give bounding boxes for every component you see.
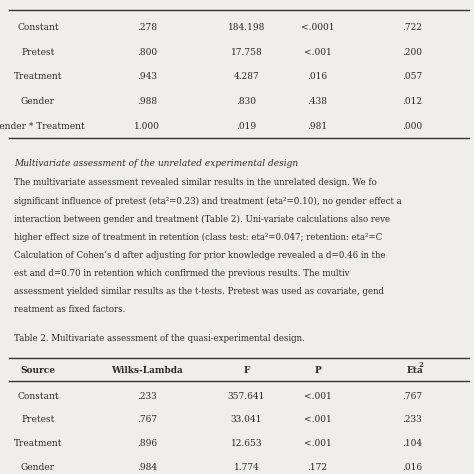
Text: Multivariate assessment of the unrelated experimental design: Multivariate assessment of the unrelated… [14,159,298,167]
Text: <.001: <.001 [304,439,331,448]
Text: Source: Source [20,366,55,374]
Text: .981: .981 [308,122,328,130]
Text: 1.774: 1.774 [234,463,259,472]
Text: .200: .200 [402,48,422,56]
Text: Constant: Constant [17,23,59,32]
Text: .943: .943 [137,73,157,81]
Text: .057: .057 [402,73,422,81]
Text: Gender: Gender [21,97,55,106]
Text: 33.041: 33.041 [231,416,262,424]
Text: Constant: Constant [17,392,59,401]
Text: reatment as fixed factors.: reatment as fixed factors. [14,305,126,313]
Text: Treatment: Treatment [14,439,62,448]
Text: .233: .233 [137,392,157,401]
Text: <.001: <.001 [304,416,331,424]
Text: <.001: <.001 [304,392,331,401]
Text: <.001: <.001 [304,48,331,56]
Text: .722: .722 [402,23,422,32]
Text: Calculation of Cohen’s d after adjusting for prior knowledge revealed a d=0.46 i: Calculation of Cohen’s d after adjusting… [14,251,386,259]
Text: 184.198: 184.198 [228,23,265,32]
Text: .438: .438 [308,97,328,106]
Text: Treatment: Treatment [14,73,62,81]
Text: .000: .000 [402,122,422,130]
Text: Wilks-Lambda: Wilks-Lambda [111,366,183,374]
Text: 17.758: 17.758 [231,48,262,56]
Text: .016: .016 [402,463,422,472]
Text: .896: .896 [137,439,157,448]
Text: 2: 2 [419,362,423,369]
Text: Pretest: Pretest [21,416,55,424]
Text: P: P [314,366,321,374]
Text: Gender: Gender [21,463,55,472]
Text: <.0001: <.0001 [301,23,334,32]
Text: The multivariate assessment revealed similar results in the unrelated design. We: The multivariate assessment revealed sim… [14,179,377,187]
Text: .104: .104 [402,439,422,448]
Text: .767: .767 [402,392,422,401]
Text: interaction between gender and treatment (Table 2). Uni-variate calculations als: interaction between gender and treatment… [14,214,391,224]
Text: 12.653: 12.653 [231,439,262,448]
Text: .988: .988 [137,97,157,106]
Text: 4.287: 4.287 [234,73,259,81]
Text: .767: .767 [137,416,157,424]
Text: est and d=0.70 in retention which confirmed the previous results. The multiv: est and d=0.70 in retention which confir… [14,269,350,277]
Text: .019: .019 [237,122,256,130]
Text: Table 2. Multivariate assessment of the quasi-experimental design.: Table 2. Multivariate assessment of the … [14,335,305,343]
Text: significant influence of pretest (eta²=0.23) and treatment (eta²=0.10), no gende: significant influence of pretest (eta²=0… [14,196,402,206]
Text: Pretest: Pretest [21,48,55,56]
Text: 1.000: 1.000 [134,122,160,130]
Text: .830: .830 [237,97,256,106]
Text: Eta: Eta [407,366,423,374]
Text: .278: .278 [137,23,157,32]
Text: .012: .012 [402,97,422,106]
Text: Gender * Treatment: Gender * Treatment [0,122,84,130]
Text: F: F [243,366,250,374]
Text: 357.641: 357.641 [228,392,265,401]
Text: .016: .016 [308,73,328,81]
Text: .233: .233 [402,416,422,424]
Text: higher effect size of treatment in retention (class test: eta²=0.047; retention:: higher effect size of treatment in reten… [14,232,383,242]
Text: assessment yielded similar results as the t-tests. Pretest was used as covariate: assessment yielded similar results as th… [14,287,384,295]
Text: .984: .984 [137,463,157,472]
Text: .800: .800 [137,48,157,56]
Text: .172: .172 [308,463,328,472]
